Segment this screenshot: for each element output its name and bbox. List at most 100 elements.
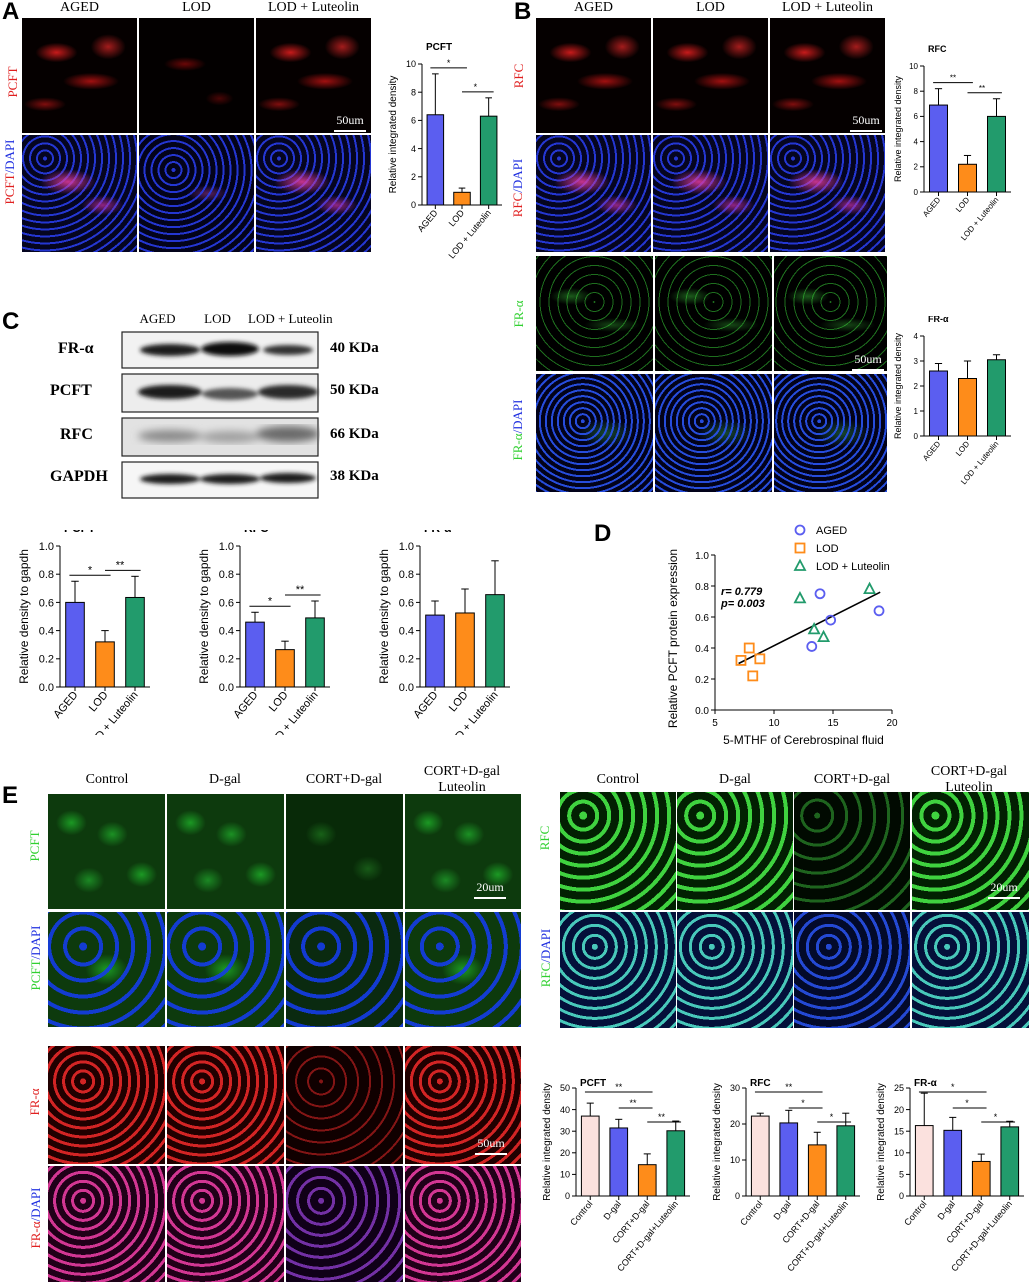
e-micrograph-rfc-dapi-control — [560, 912, 676, 1028]
significance-mark: ** — [785, 1082, 793, 1092]
chart-title: RFC — [244, 530, 269, 535]
x-axis-label: 5-MTHF of Cerebrospinal fluid — [723, 733, 884, 745]
y-tick-label: 4 — [914, 137, 919, 146]
x-tick-label: AGED — [921, 195, 943, 218]
x-tick-label: 5 — [712, 718, 718, 729]
band-label-pcft: PCFT — [50, 382, 92, 399]
e2-header-control: Control — [596, 772, 640, 787]
micrograph-rfc-dapi-lod — [653, 135, 768, 252]
y-axis-label: Relative density to gapdh — [377, 549, 391, 684]
y-tick-label: 15 — [894, 1126, 904, 1136]
y-axis-label: Relative PCFT protein expression — [666, 549, 680, 728]
x-tick-label: LOD — [447, 207, 467, 228]
y-tick-label: 0.0 — [695, 706, 709, 717]
y-axis-label: Relative integrated density — [388, 76, 399, 194]
chart-title: PCFT — [64, 530, 96, 535]
band-label-gapdh: GAPDH — [50, 468, 108, 485]
bar — [455, 612, 475, 688]
y-tick-label: 0.2 — [39, 654, 54, 666]
bar — [929, 370, 948, 437]
e-micrograph-pcft-dapi-cort-dgal — [286, 912, 403, 1027]
significance-mark: ** — [116, 559, 125, 571]
col-header-aged: AGED — [60, 0, 99, 15]
e-micrograph-fra-cort-dgal — [286, 1046, 403, 1164]
x-tick-label: D-gal — [601, 1199, 622, 1222]
row-label-pcft-dapi: PCFT/DAPI — [2, 139, 17, 205]
scale-bar-a: 50um — [334, 113, 366, 132]
y-tick-label: 2 — [411, 172, 416, 182]
chart-b-rfc: RFC Relative integrated density 0 2 4 6 8 10 AGE… — [893, 44, 1011, 242]
micrograph-rfc-aged — [536, 18, 651, 133]
scale-bar-e1: 20um — [474, 880, 506, 899]
kda-rfc: 66 KDa — [330, 426, 379, 442]
fit-line — [738, 591, 881, 665]
scatter-point — [747, 670, 759, 682]
y-axis-label: Relative integrated density — [712, 1083, 723, 1201]
e2-header-dgal: D-gal — [719, 772, 751, 787]
significance-mark: * — [994, 1112, 998, 1122]
bar — [914, 1125, 934, 1197]
y-tick-label: 20 — [730, 1119, 740, 1129]
y-tick-label: 0.4 — [399, 625, 414, 637]
e-micrograph-pcft-cort-dgal — [286, 794, 403, 909]
y-tick-label: 30 — [560, 1126, 570, 1136]
significance-mark: * — [830, 1112, 834, 1122]
bar — [637, 1164, 657, 1197]
bar — [958, 378, 977, 437]
bar — [958, 163, 977, 193]
micrograph-pcft-dapi-lod-luteolin — [256, 135, 371, 252]
micrograph-pcft-aged — [22, 18, 137, 133]
y-axis-label: Relative integrated density — [542, 1083, 553, 1201]
e-micrograph-rfc-dapi-cort-dgal — [794, 912, 910, 1028]
chart-b-fra: FR-α Relative integrated density 0 1 2 3 4 AGED… — [893, 316, 1011, 486]
scatter-point — [793, 590, 807, 604]
bar — [245, 621, 265, 688]
micrograph-fra-dapi-lod-luteolin — [774, 374, 887, 492]
bar — [609, 1127, 629, 1197]
y-tick-label: 1.0 — [219, 541, 234, 553]
chart-title: RFC — [928, 44, 947, 54]
bar — [1000, 1126, 1020, 1197]
scatter-point — [754, 653, 766, 665]
bar — [929, 104, 948, 193]
micrograph-rfc-dapi-lod-luteolin — [770, 135, 885, 252]
y-tick-label: 30 — [730, 1083, 740, 1093]
y-tick-label: 10 — [894, 1148, 904, 1158]
y-axis-label: Relative density to gapdh — [197, 549, 211, 684]
scale-bar-b2: 50um — [852, 352, 884, 371]
micrograph-pcft-dapi-aged — [22, 135, 137, 252]
legend-label: LOD + Luteolin — [816, 561, 890, 573]
x-tick-label: LOD — [447, 689, 471, 714]
significance-mark: * — [965, 1098, 969, 1108]
e-micrograph-fra-dapi-cort-dgal — [286, 1166, 403, 1282]
y-tick-label: 0.6 — [399, 597, 414, 609]
y-tick-label: 0.4 — [39, 625, 54, 637]
chart-e-pcft: PCFT Relative integrated density 0 10 20 30 40… — [542, 1078, 690, 1273]
bar — [779, 1122, 799, 1197]
y-axis-label: Relative integrated density — [893, 332, 903, 439]
y-tick-label: 0 — [914, 188, 919, 197]
y-tick-label: 0.2 — [695, 675, 709, 686]
bar — [580, 1115, 600, 1197]
y-tick-label: 0.0 — [219, 682, 234, 694]
y-tick-label: 3 — [914, 357, 919, 366]
x-tick-label: 20 — [886, 718, 898, 729]
x-tick-label: LOD — [267, 689, 291, 714]
e-row-label-pcft: PCFT — [27, 830, 42, 862]
bar — [666, 1130, 686, 1197]
y-tick-label: 0.8 — [219, 569, 234, 581]
e-micrograph-pcft-control — [48, 794, 165, 909]
y-tick-label: 5 — [899, 1170, 904, 1180]
scatter-point — [817, 629, 831, 643]
significance-mark: * — [801, 1098, 805, 1108]
y-tick-label: 6 — [914, 112, 919, 121]
micrograph-fra-aged — [536, 256, 653, 371]
chart-e-rfc: RFC Relative integrated density 0 10 20 30 Con… — [712, 1078, 860, 1273]
x-tick-label: Control — [902, 1199, 928, 1228]
significance-mark: * — [447, 58, 451, 68]
scatter-point — [735, 654, 747, 666]
chart-c-fra: FR-α Relative density to gapdh 0.0 0.2 0.4 0.… — [377, 530, 510, 735]
bar — [425, 614, 445, 688]
e-micrograph-fra-dapi-dgal — [167, 1166, 284, 1282]
scale-bar-e3: 50um — [475, 1136, 507, 1155]
